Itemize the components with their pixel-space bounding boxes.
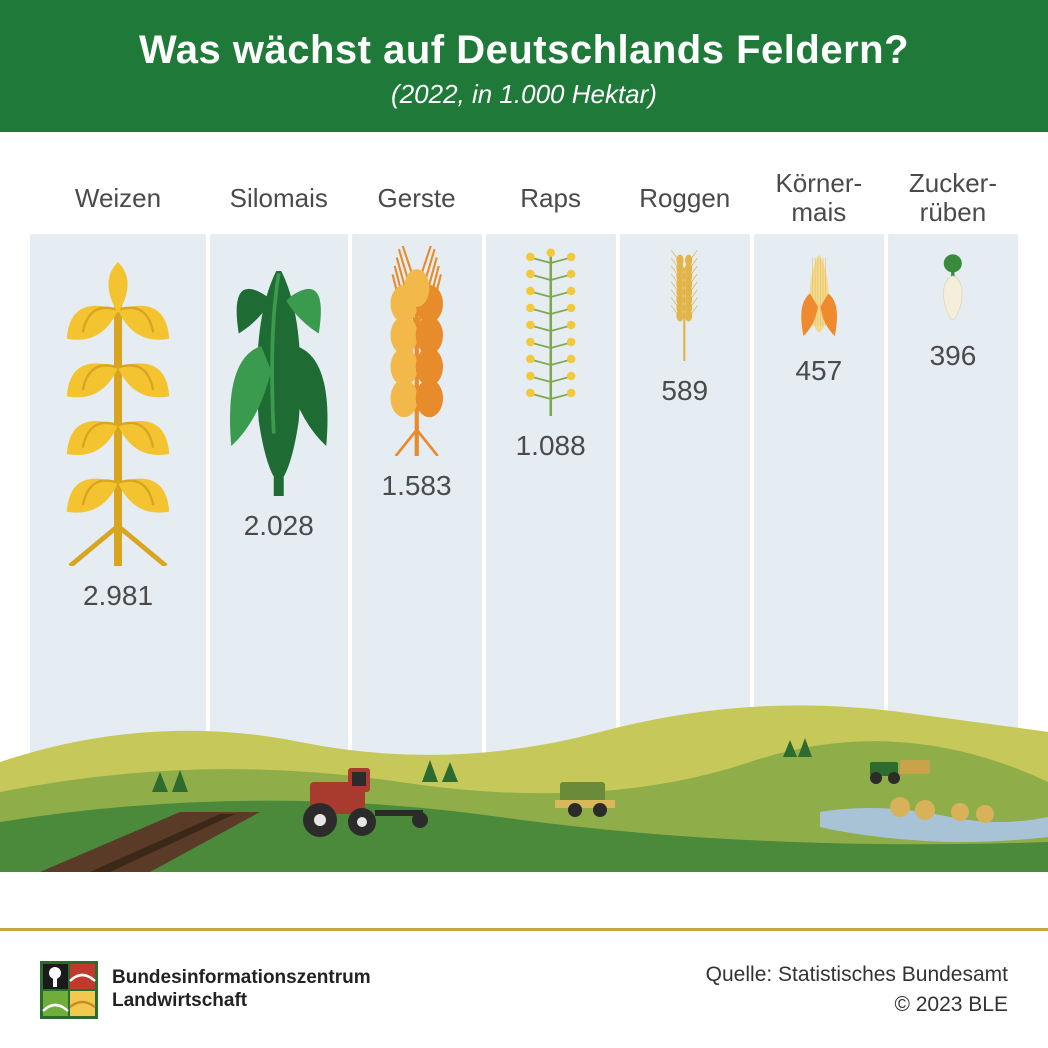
page-title: Was wächst auf Deutschlands Feldern? xyxy=(20,28,1028,73)
chart-column: Weizen 2.981 xyxy=(30,162,206,872)
chart-column: Körner-mais 457 xyxy=(754,162,884,872)
corn-icon xyxy=(210,246,348,496)
barley-icon xyxy=(359,246,475,456)
column-bar: 2.981 xyxy=(30,234,206,872)
chart-column: Zucker-rüben 396 xyxy=(888,162,1018,872)
column-bar: 457 xyxy=(754,234,884,872)
column-label: Raps xyxy=(520,162,581,234)
org-line1: Bundesinformationszentrum xyxy=(112,967,371,990)
header: Was wächst auf Deutschlands Feldern? (20… xyxy=(0,0,1048,132)
org-logo-icon xyxy=(40,961,98,1019)
org-name: Bundesinformationszentrum Landwirtschaft xyxy=(112,967,371,1013)
column-bar: 1.583 xyxy=(352,234,482,872)
rapeseed-icon xyxy=(504,246,598,416)
column-value: 1.583 xyxy=(382,470,452,502)
chart-area: Weizen 2.981Silom xyxy=(0,132,1048,872)
rye-icon xyxy=(659,246,710,361)
column-value: 1.088 xyxy=(516,430,586,462)
footer-right: Quelle: Statistisches Bundesamt © 2023 B… xyxy=(706,960,1008,1019)
column-value: 457 xyxy=(795,355,842,387)
chart-column: Raps xyxy=(486,162,616,872)
column-label: Silomais xyxy=(230,162,328,234)
column-value: 2.981 xyxy=(83,580,153,612)
column-bar: 1.088 xyxy=(486,234,616,872)
column-value: 2.028 xyxy=(244,510,314,542)
chart-column: Roggen xyxy=(620,162,750,872)
wheat-icon xyxy=(30,246,206,566)
chart-column: Silomais 2.028 xyxy=(210,162,348,872)
org-line2: Landwirtschaft xyxy=(112,990,371,1013)
footer-left: Bundesinformationszentrum Landwirtschaft xyxy=(40,961,371,1019)
column-value: 396 xyxy=(930,340,977,372)
column-bar: 589 xyxy=(620,234,750,872)
column-bar: 2.028 xyxy=(210,234,348,872)
corncob-icon xyxy=(793,246,845,341)
chart-column: Gerste 1.583 xyxy=(352,162,482,872)
column-bar: 396 xyxy=(888,234,1018,872)
column-label: Weizen xyxy=(75,162,161,234)
column-label: Körner-mais xyxy=(775,162,862,234)
source-text: Quelle: Statistisches Bundesamt xyxy=(706,960,1008,989)
footer: Bundesinformationszentrum Landwirtschaft… xyxy=(0,928,1048,1048)
column-label: Gerste xyxy=(378,162,456,234)
column-label: Roggen xyxy=(639,162,730,234)
column-value: 589 xyxy=(661,375,708,407)
page-subtitle: (2022, in 1.000 Hektar) xyxy=(20,79,1028,110)
copyright-text: © 2023 BLE xyxy=(706,990,1008,1019)
column-label: Zucker-rüben xyxy=(909,162,997,234)
sugarbeet-icon xyxy=(933,246,973,326)
